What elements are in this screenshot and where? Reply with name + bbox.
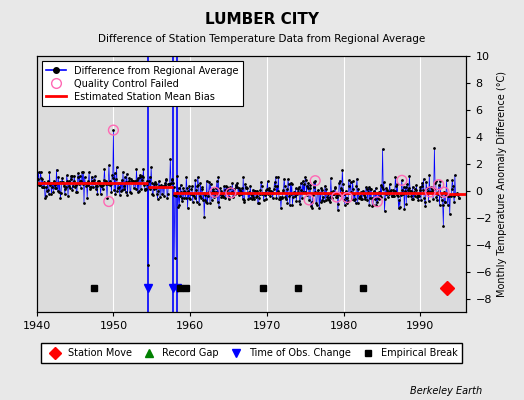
Point [426, 189, 434, 195]
Point [373, 198, 381, 205]
Point [305, 197, 313, 203]
Point [398, 177, 406, 184]
Y-axis label: Monthly Temperature Anomaly Difference (°C): Monthly Temperature Anomaly Difference (… [497, 71, 507, 297]
Point [211, 189, 219, 196]
Text: Berkeley Earth: Berkeley Earth [410, 386, 482, 396]
Point [440, 189, 449, 196]
Point [105, 198, 113, 205]
Text: Difference of Station Temperature Data from Regional Average: Difference of Station Temperature Data f… [99, 34, 425, 44]
Legend: Station Move, Record Gap, Time of Obs. Change, Empirical Break: Station Move, Record Gap, Time of Obs. C… [41, 343, 462, 363]
Legend: Difference from Regional Average, Quality Control Failed, Estimated Station Mean: Difference from Regional Average, Qualit… [41, 61, 243, 106]
Point [434, 182, 443, 188]
Point [109, 127, 117, 133]
Point [343, 194, 352, 201]
Point [226, 190, 235, 196]
Point [311, 178, 320, 184]
Text: LUMBER CITY: LUMBER CITY [205, 12, 319, 27]
Point [333, 194, 341, 200]
